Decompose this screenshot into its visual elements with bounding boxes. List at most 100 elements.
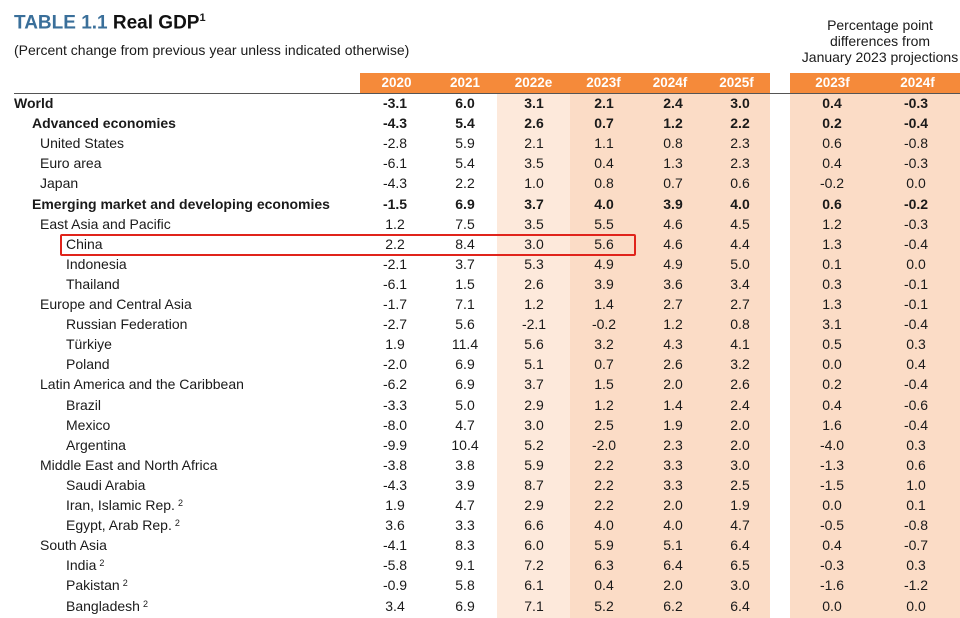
cell-2023f-diff: 0.5: [822, 336, 842, 353]
cell-2020: -4.3: [382, 476, 408, 493]
cell-2021: 5.4: [455, 115, 475, 132]
cell-2022e: 6.1: [524, 577, 544, 594]
cell-2023f: 5.9: [594, 537, 614, 554]
cell-2020: 1.2: [385, 215, 405, 232]
table-row-world: World -3.1 6.0 3.1 2.1 2.4 3.0 0.4 -0.3: [0, 93, 960, 113]
cell-2021: 5.0: [455, 396, 475, 413]
cell-2020: -1.7: [382, 296, 408, 312]
cell-2025f: 2.7: [730, 296, 750, 312]
cell-2025f: 2.5: [730, 476, 750, 493]
row-label: Thailand: [66, 274, 120, 294]
cell-2023f-diff: 0.6: [822, 135, 842, 152]
cell-2023f-diff: -1.3: [819, 456, 845, 473]
row-label-text: Mexico: [66, 416, 111, 433]
cell-2021: 3.3: [455, 517, 475, 534]
table-row-japan: Japan -4.3 2.2 1.0 0.8 0.7 0.6 -0.2 0.0: [0, 173, 960, 193]
cell-2021: 10.4: [451, 436, 479, 453]
differences-header-line: January 2023 projections: [801, 49, 959, 65]
differences-header-line: Percentage point: [827, 17, 933, 33]
row-label: East Asia and Pacific: [40, 214, 171, 234]
header-rule: [14, 93, 960, 94]
cell-2024f-diff: -0.8: [903, 135, 929, 152]
cell-2024f: 3.9: [663, 195, 683, 212]
cell-2022e: 2.9: [524, 497, 544, 513]
cell-2023f: 5.2: [594, 597, 614, 614]
cell-2023f-diff: -4.0: [819, 436, 845, 453]
row-label-text: Advanced economies: [32, 115, 176, 132]
cell-2023f-diff: 0.0: [822, 356, 842, 373]
cell-2022e: 3.5: [524, 155, 544, 172]
table-row-europe-and-central-asia: Europe and Central Asia -1.7 7.1 1.2 1.4 2.7 2…: [0, 294, 960, 314]
row-label: South Asia: [40, 535, 107, 555]
cell-2023f-diff: 0.4: [822, 155, 842, 172]
cell-2022e: 6.0: [524, 537, 544, 554]
cell-2024f: 2.7: [663, 296, 683, 312]
cell-2023f-diff: 1.3: [822, 235, 842, 252]
cell-2024f: 3.3: [663, 476, 683, 493]
cell-2023f: 4.0: [594, 195, 614, 212]
cell-2024f-diff: -0.4: [903, 416, 929, 433]
cell-2023f: 2.2: [594, 497, 614, 513]
cell-2023f-diff: 0.3: [822, 275, 842, 292]
row-label: Indonesia: [66, 254, 127, 274]
cell-2024f: 2.6: [663, 356, 683, 373]
cell-2024f: 4.3: [663, 336, 683, 353]
cell-2022e: 5.3: [524, 255, 544, 272]
cell-2025f: 5.0: [730, 255, 750, 272]
cell-2024f-diff: -0.3: [903, 95, 929, 111]
column-header-2025f: 2025f: [703, 73, 770, 93]
column-header-diff-2023f: 2023f: [790, 73, 875, 93]
row-label: Iran, Islamic Rep. 2: [66, 495, 183, 515]
differences-header: Percentage point differences from Januar…: [800, 17, 960, 65]
row-label: Pakistan 2: [66, 575, 128, 595]
cell-2023f-diff: -0.2: [819, 175, 845, 192]
cell-2024f: 1.4: [663, 396, 683, 413]
cell-2020: -3.8: [382, 456, 408, 473]
row-label: Japan: [40, 173, 78, 193]
cell-2024f-diff: 0.3: [906, 436, 926, 453]
cell-2022e: 3.7: [524, 195, 544, 212]
row-label-text: India: [66, 557, 97, 574]
cell-2021: 3.9: [455, 476, 475, 493]
cell-2021: 5.8: [455, 577, 475, 594]
cell-2024f-diff: 0.1: [906, 497, 926, 513]
cell-2022e: 7.1: [524, 597, 544, 614]
cell-2022e: 1.0: [524, 175, 544, 192]
cell-2025f: 3.2: [730, 356, 750, 373]
cell-2020: -2.8: [382, 135, 408, 152]
footnote-marker: 2: [177, 498, 183, 508]
row-label: China: [66, 234, 103, 254]
table-row-pakistan: Pakistan 2 -0.9 5.8 6.1 0.4 2.0 3.0 -1.6 -1.2: [0, 575, 960, 595]
row-label-text: Euro area: [40, 155, 102, 172]
cell-2021: 4.7: [455, 416, 475, 433]
cell-2022e: 3.5: [524, 215, 544, 232]
cell-2022e: 1.2: [524, 296, 544, 312]
cell-2025f: 6.5: [730, 557, 750, 574]
footnote-marker: 2: [174, 518, 180, 529]
cell-2022e: 3.0: [524, 416, 544, 433]
cell-2020: 1.9: [385, 336, 405, 353]
column-header-2021: 2021: [433, 73, 497, 93]
row-label: Emerging market and developing economies: [32, 194, 330, 214]
row-label: Egypt, Arab Rep. 2: [66, 515, 180, 535]
table-row-poland: Poland -2.0 6.9 5.1 0.7 2.6 3.2 0.0 0.4: [0, 354, 960, 374]
cell-2025f: 2.3: [730, 155, 750, 172]
cell-2023f: 2.2: [594, 456, 614, 473]
cell-2024f-diff: 0.0: [906, 255, 926, 272]
cell-2022e: 2.1: [524, 135, 544, 152]
row-label-text: Poland: [66, 356, 110, 373]
row-label-text: South Asia: [40, 537, 107, 554]
cell-2020: -2.0: [382, 356, 408, 373]
row-label-text: Indonesia: [66, 255, 127, 272]
cell-2025f: 3.4: [730, 275, 750, 292]
cell-2024f-diff: -0.3: [903, 155, 929, 172]
cell-2021: 6.0: [455, 95, 475, 111]
cell-2025f: 3.0: [730, 95, 750, 111]
cell-2021: 9.1: [455, 557, 475, 574]
cell-2024f: 3.6: [663, 275, 683, 292]
row-label: Saudi Arabia: [66, 475, 145, 495]
cell-2024f: 1.3: [663, 155, 683, 172]
cell-2023f: 0.4: [594, 155, 614, 172]
row-label-text: China: [66, 235, 103, 252]
cell-2025f: 2.0: [730, 416, 750, 433]
